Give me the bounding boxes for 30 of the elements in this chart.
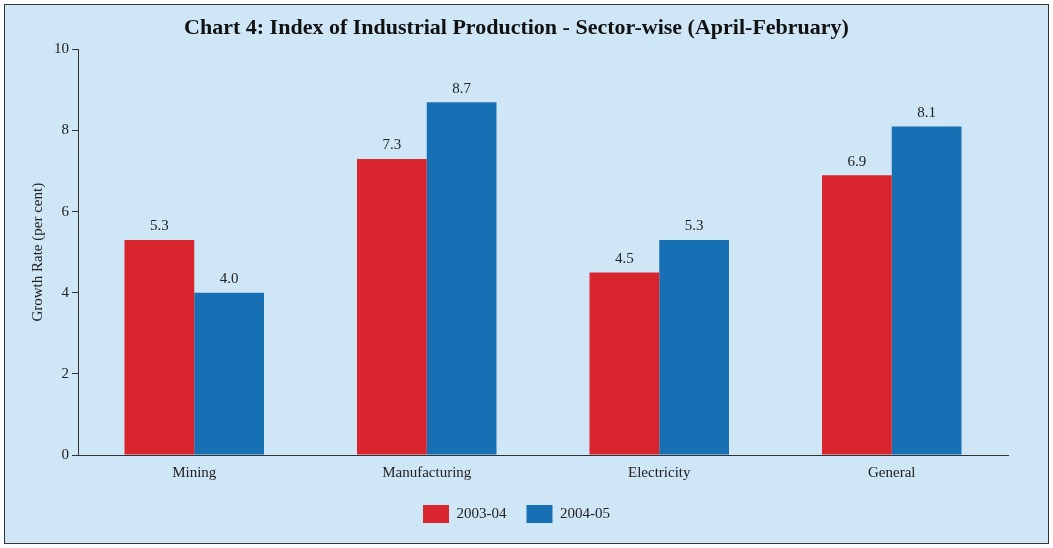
bar bbox=[357, 158, 427, 455]
y-tick-label: 6 bbox=[61, 202, 70, 219]
y-axis-title: Growth Rate (per cent) bbox=[28, 182, 46, 322]
data-label: 6.9 bbox=[847, 152, 867, 169]
y-tick-label: 4 bbox=[61, 283, 70, 300]
data-label: 7.3 bbox=[382, 136, 402, 153]
y-tick-label: 2 bbox=[61, 364, 69, 381]
y-tick-label: 10 bbox=[54, 40, 69, 57]
bar bbox=[589, 272, 660, 455]
bar bbox=[891, 126, 962, 455]
data-label: 8.7 bbox=[452, 79, 472, 96]
data-label: 5.3 bbox=[150, 217, 169, 234]
bar bbox=[659, 240, 729, 455]
data-label: 8.1 bbox=[917, 103, 936, 120]
x-tick-label: Mining bbox=[172, 463, 217, 480]
x-tick-label: Electricity bbox=[628, 463, 691, 480]
y-tick-label: 8 bbox=[61, 121, 69, 138]
chart-title: Chart 4: Index of Industrial Production - Sector-wise (April-February) bbox=[184, 13, 849, 39]
data-label: 5.3 bbox=[684, 217, 704, 234]
legend-label: 2004-05 bbox=[560, 504, 610, 521]
bar bbox=[194, 292, 264, 455]
legend-label: 2003-04 bbox=[456, 504, 507, 521]
y-tick-label: 0 bbox=[61, 445, 69, 462]
x-tick-label: General bbox=[868, 463, 916, 480]
bar bbox=[124, 240, 195, 455]
bar bbox=[822, 175, 892, 455]
x-tick-label: Manufacturing bbox=[382, 463, 472, 480]
bar bbox=[426, 102, 497, 455]
data-label: 4.5 bbox=[615, 249, 634, 266]
data-label: 4.0 bbox=[219, 270, 239, 287]
